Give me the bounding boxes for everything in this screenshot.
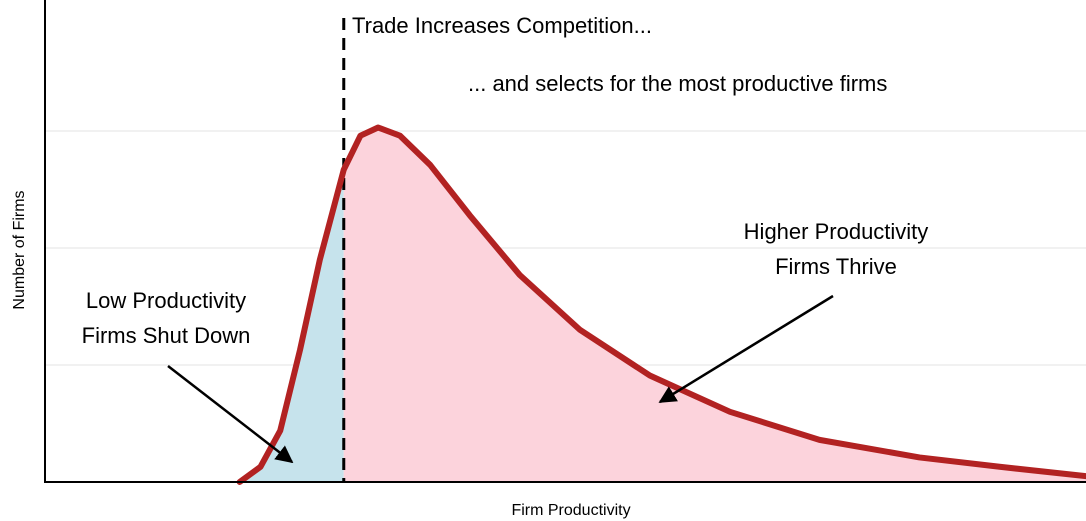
low-area <box>239 169 344 482</box>
x-axis-label: Firm Productivity <box>511 502 630 519</box>
annotation: Firms Thrive <box>775 254 897 279</box>
annotation: Firms Shut Down <box>82 323 251 348</box>
y-axis-label: Number of Firms <box>11 190 28 309</box>
arrow <box>167 365 294 464</box>
annotation: Higher Productivity <box>744 219 929 244</box>
annotation: ... and selects for the most productive … <box>468 71 887 96</box>
density-curve <box>236 124 1086 485</box>
annotation: Low Productivity <box>86 288 246 313</box>
high-area <box>343 127 1086 482</box>
arrow <box>658 294 834 404</box>
annotation: Trade Increases Competition... <box>352 13 652 38</box>
